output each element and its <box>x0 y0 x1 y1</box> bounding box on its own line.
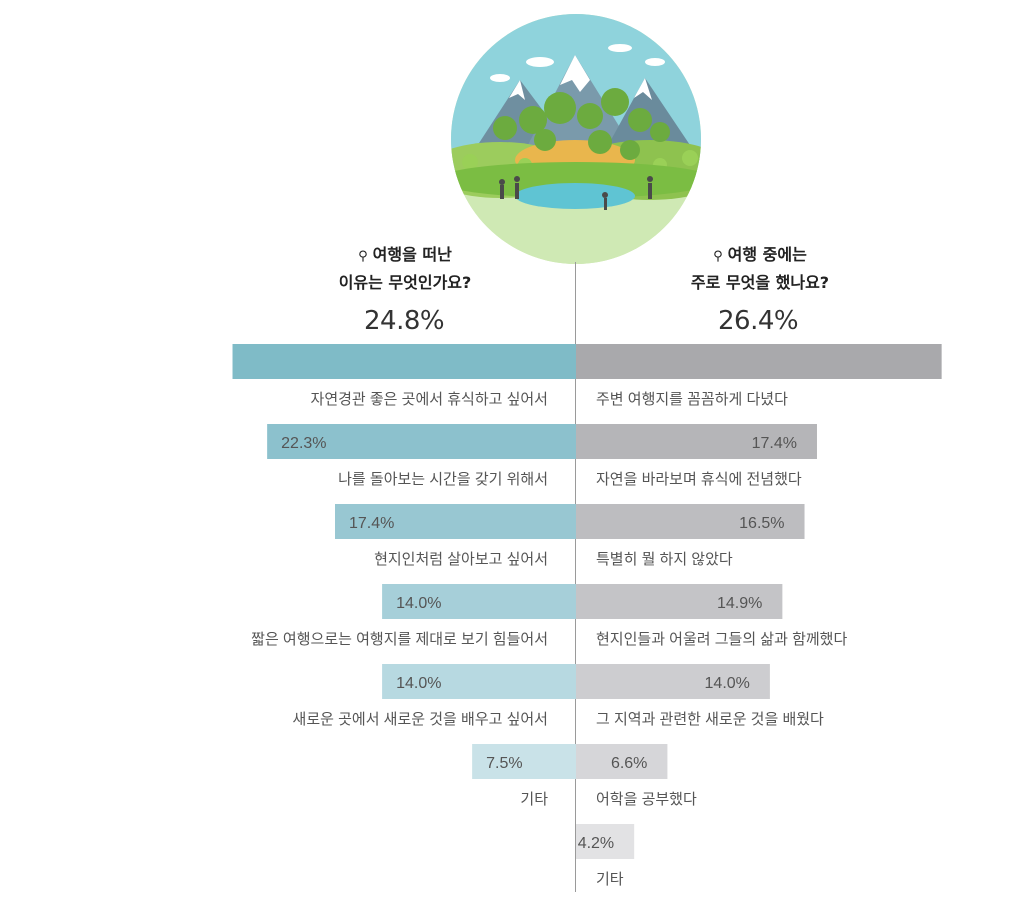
left-heading-line2: 이유는 무엇인가요? <box>338 273 472 292</box>
left-bar-4 <box>382 584 576 619</box>
left-bar-1 <box>232 344 576 379</box>
right-top-value: 26.4% <box>718 306 799 336</box>
left-bar-3 <box>335 504 576 539</box>
right-category-label-2: 자연을 바라보며 휴식에 전념했다 <box>596 471 802 488</box>
right-category-label-7: 기타 <box>596 871 624 888</box>
right-heading-line2: 주로 무엇을 했나요? <box>690 273 830 292</box>
left-value-label-5: 14.0% <box>396 675 441 692</box>
left-category-label-3: 현지인처럼 살아보고 싶어서 <box>374 551 548 568</box>
left-bar-5 <box>382 664 576 699</box>
location-pin-icon: ⚲ <box>358 249 368 264</box>
right-bar-5 <box>576 664 770 699</box>
right-value-label-5: 14.0% <box>705 675 750 692</box>
right-category-label-5: 그 지역과 관련한 새로운 것을 배웠다 <box>596 711 824 728</box>
right-bar-2 <box>576 424 817 459</box>
left-category-label-1: 자연경관 좋은 곳에서 휴식하고 싶어서 <box>311 391 548 408</box>
right-value-label-3: 16.5% <box>739 515 784 532</box>
left-value-label-2: 22.3% <box>281 435 326 452</box>
right-value-label-2: 17.4% <box>752 435 797 452</box>
center-divider <box>575 262 576 892</box>
right-value-label-4: 14.9% <box>717 595 762 612</box>
right-bar-1 <box>576 344 942 379</box>
left-category-label-4: 짧은 여행으로는 여행지를 제대로 보기 힘들어서 <box>251 631 548 648</box>
left-category-label-2: 나를 돌아보는 시간을 갖기 위해서 <box>338 471 548 488</box>
left-category-label-5: 새로운 곳에서 새로운 것을 배우고 싶어서 <box>293 711 548 728</box>
right-value-label-6: 6.6% <box>611 755 647 772</box>
left-value-label-3: 17.4% <box>349 515 394 532</box>
right-heading-line1: 여행 중에는 <box>727 245 807 264</box>
left-category-label-6: 기타 <box>520 791 548 808</box>
left-question-heading: ⚲ 여행을 떠난 이유는 무엇인가요? <box>275 242 535 296</box>
left-value-label-6: 7.5% <box>486 755 522 772</box>
right-category-label-3: 특별히 뭘 하지 않았다 <box>596 551 733 568</box>
right-category-label-1: 주변 여행지를 꼼꼼하게 다녔다 <box>596 391 788 408</box>
right-bar-4 <box>576 584 783 619</box>
location-pin-icon: ⚲ <box>713 249 723 264</box>
right-bar-6 <box>576 744 668 779</box>
right-question-heading: ⚲ 여행 중에는 주로 무엇을 했나요? <box>640 242 880 296</box>
right-bar-7 <box>576 824 635 859</box>
right-bar-3 <box>576 504 805 539</box>
left-top-value: 24.8% <box>364 306 445 336</box>
right-category-label-4: 현지인들과 어울려 그들의 삶과 함께했다 <box>596 631 847 648</box>
left-bar-2 <box>267 424 576 459</box>
left-value-label-4: 14.0% <box>396 595 441 612</box>
right-category-label-6: 어학을 공부했다 <box>596 791 697 808</box>
left-heading-line1: 여행을 떠난 <box>372 245 452 264</box>
left-bar-6 <box>472 744 576 779</box>
right-value-label-7: 4.2% <box>578 835 614 852</box>
